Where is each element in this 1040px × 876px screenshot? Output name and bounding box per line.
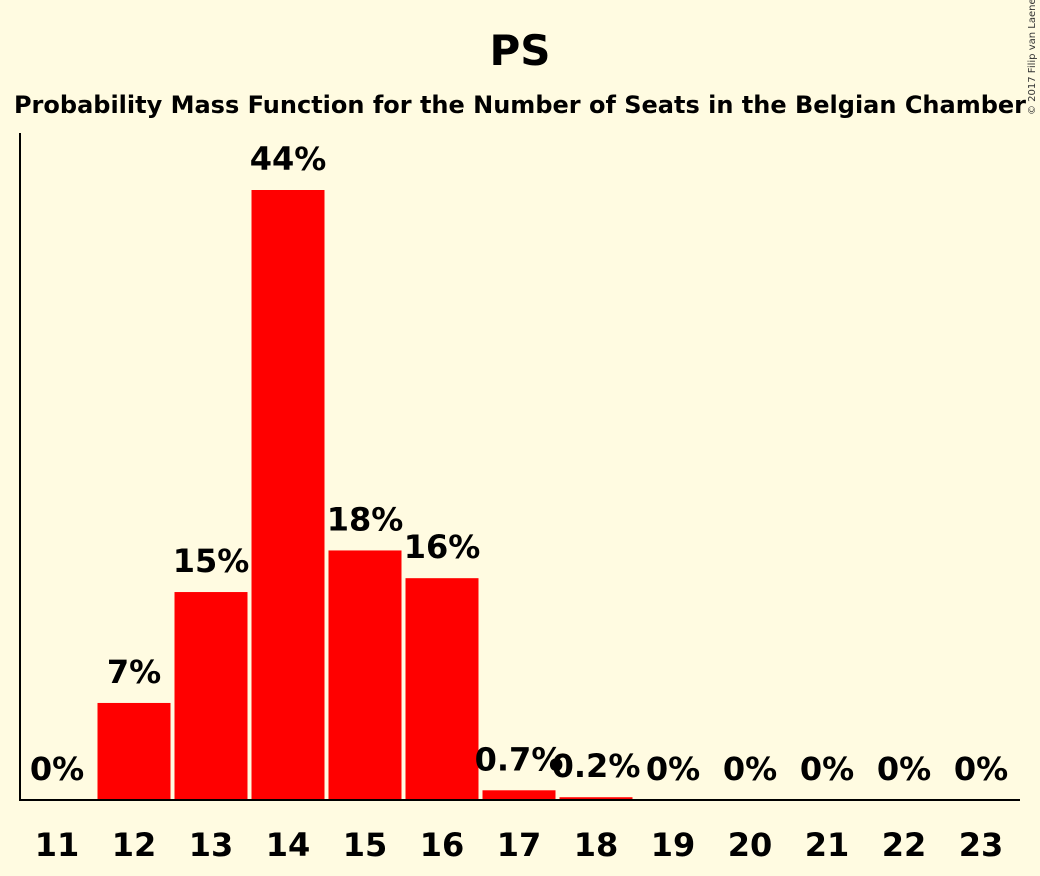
x-tick-labels-group: 11 12 13 14 15 16 17 18 19 20 21 22 23	[35, 826, 1004, 864]
copyright-notice: © 2017 Filip van Laenen	[1027, 0, 1038, 115]
x-tick-label-13: 13	[189, 826, 234, 864]
bar-value-label-13: 15%	[173, 542, 250, 580]
x-tick-label-16: 16	[420, 826, 465, 864]
bar-value-label-15: 18%	[327, 500, 404, 538]
bar-labels-group: 0%7%15%44%18%16%0.7%0.2% 0% 0% 0% 0% 0%	[30, 140, 1008, 788]
x-tick-label-15: 15	[343, 826, 388, 864]
x-tick-label-18: 18	[574, 826, 619, 864]
bar-15	[328, 550, 402, 800]
bar-value-label-11: 0%	[30, 750, 84, 788]
x-tick-label-22: 22	[882, 826, 927, 864]
x-tick-label-14: 14	[266, 826, 311, 864]
bar-value-label-17: 0.7%	[475, 740, 564, 778]
x-tick-label-12: 12	[112, 826, 157, 864]
bar-14	[251, 190, 325, 800]
x-tick-label-11: 11	[35, 826, 80, 864]
bar-value-label-23: 0%	[954, 750, 1008, 788]
bar-value-label-12: 7%	[107, 653, 161, 691]
bar-value-label-20: 0%	[723, 750, 777, 788]
bar-value-label-22: 0%	[877, 750, 931, 788]
bar-17	[482, 790, 556, 800]
bar-18	[559, 797, 633, 800]
bar-value-label-21: 0%	[800, 750, 854, 788]
x-tick-label-21: 21	[805, 826, 850, 864]
bar-13	[174, 592, 248, 800]
x-tick-label-20: 20	[728, 826, 773, 864]
x-tick-label-19: 19	[651, 826, 696, 864]
x-tick-label-17: 17	[497, 826, 542, 864]
chart-title: PS	[489, 26, 550, 75]
bar-value-label-16: 16%	[404, 528, 481, 566]
bar-12	[97, 702, 171, 800]
bars-group	[97, 190, 633, 800]
bar-value-label-18: 0.2%	[552, 747, 641, 785]
x-tick-label-23: 23	[959, 826, 1004, 864]
bar-value-label-14: 44%	[250, 140, 327, 178]
chart-subtitle: Probability Mass Function for the Number…	[14, 91, 1026, 119]
bar-value-label-19: 0%	[646, 750, 700, 788]
bar-16	[405, 578, 479, 800]
